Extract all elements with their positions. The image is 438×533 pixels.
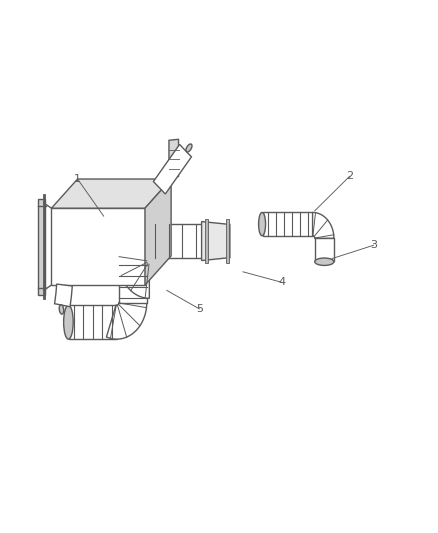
Text: 2: 2 — [346, 172, 353, 181]
Polygon shape — [226, 219, 229, 263]
Polygon shape — [51, 179, 171, 208]
Ellipse shape — [186, 144, 192, 152]
Ellipse shape — [64, 305, 73, 339]
Polygon shape — [262, 213, 313, 236]
Text: 3: 3 — [370, 240, 377, 251]
Polygon shape — [69, 305, 117, 339]
Polygon shape — [205, 219, 208, 263]
Polygon shape — [315, 238, 334, 261]
Ellipse shape — [59, 305, 64, 314]
Polygon shape — [119, 252, 149, 298]
Text: 4: 4 — [279, 277, 286, 287]
Polygon shape — [119, 261, 147, 303]
Polygon shape — [313, 213, 334, 238]
Text: 1: 1 — [74, 174, 81, 184]
Polygon shape — [145, 179, 171, 285]
Polygon shape — [55, 284, 72, 306]
Ellipse shape — [315, 258, 334, 265]
Polygon shape — [106, 303, 147, 339]
Polygon shape — [38, 199, 45, 295]
Polygon shape — [201, 222, 230, 261]
Polygon shape — [169, 139, 179, 179]
Text: 5: 5 — [196, 304, 203, 314]
Ellipse shape — [258, 213, 265, 236]
Polygon shape — [51, 208, 145, 285]
Polygon shape — [149, 224, 201, 258]
Polygon shape — [153, 144, 191, 194]
